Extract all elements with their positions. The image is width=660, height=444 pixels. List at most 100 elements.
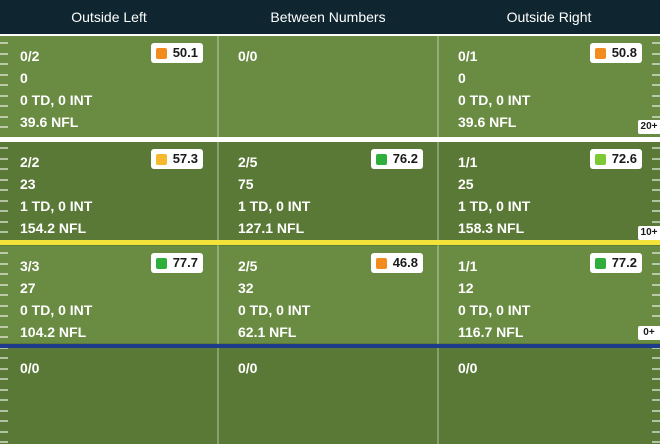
field-top-line	[0, 34, 660, 37]
yard-hash-mark	[652, 116, 660, 118]
column-header-bar: Outside Left Between Numbers Outside Rig…	[0, 0, 660, 34]
yard-hash-mark	[0, 42, 8, 44]
yard-hash-mark	[652, 368, 660, 370]
yard-hash-mark	[652, 210, 660, 212]
zone-band	[0, 348, 660, 444]
yard-hash-mark	[0, 252, 8, 254]
yard-hash-mark	[0, 189, 8, 191]
zone-band	[0, 142, 660, 243]
yard-hash-mark	[0, 326, 8, 328]
completions-text: 1/1	[458, 154, 478, 170]
zone-stat-cell[interactable]: 0/0	[218, 36, 438, 137]
yard-hash-mark	[652, 95, 660, 97]
grade-color-indicator	[594, 48, 606, 59]
yard-hash-mark	[652, 399, 660, 401]
yard-hash-mark	[0, 336, 8, 338]
line-of-scrimmage	[0, 344, 660, 348]
completions-text: 2/2	[20, 154, 40, 170]
grade-value: 57.3	[172, 151, 198, 166]
zone-stat-cell[interactable]: 0/0	[0, 348, 218, 444]
zone-stat-cell[interactable]: 0/0	[438, 348, 660, 444]
yard-hash-mark	[652, 63, 660, 65]
yards-text: 25	[458, 176, 474, 192]
zone-stat-cell[interactable]: 0/2 0 0 TD, 0 INT 39.6 NFL 50.1	[0, 36, 218, 137]
completions-text: 0/1	[458, 48, 478, 64]
column-header-outside-left: Outside Left	[71, 9, 147, 25]
first-down-line	[0, 240, 660, 245]
yard-hash-mark	[0, 210, 8, 212]
completions-text: 0/0	[238, 360, 258, 376]
completions-text: 0/0	[238, 48, 258, 64]
yards-text: 75	[238, 176, 254, 192]
zone-stat-cell[interactable]: 2/2 23 1 TD, 0 INT 154.2 NFL 57.3	[0, 142, 218, 243]
grade-value: 72.6	[611, 151, 637, 166]
touchdowns-interceptions-text: 1 TD, 0 INT	[238, 198, 311, 214]
yards-text: 23	[20, 176, 36, 192]
touchdowns-interceptions-text: 0 TD, 0 INT	[458, 92, 531, 108]
completions-text: 0/2	[20, 48, 40, 64]
grade-badge: 46.8	[370, 253, 423, 273]
zone-stat-cell[interactable]: 3/3 27 0 TD, 0 INT 104.2 NFL 77.7	[0, 246, 218, 343]
column-divider-line	[437, 34, 439, 444]
yard-hash-mark	[0, 441, 8, 443]
grade-badge: 50.8	[589, 43, 642, 63]
yard-hash-mark	[652, 168, 660, 170]
zone-stat-cell[interactable]: 1/1 12 0 TD, 0 INT 116.7 NFL 77.2	[438, 246, 660, 343]
yard-hash-mark	[652, 53, 660, 55]
passer-rating-text: 39.6 NFL	[458, 114, 517, 130]
grade-color-indicator	[155, 258, 167, 269]
yard-hash-mark	[0, 179, 8, 181]
touchdowns-interceptions-text: 0 TD, 0 INT	[20, 302, 93, 318]
yard-hash-mark	[0, 357, 8, 359]
touchdowns-interceptions-text: 1 TD, 0 INT	[20, 198, 93, 214]
football-field: 0/2 0 0 TD, 0 INT 39.6 NFL 50.1 0/0 0/1 0 0 TD, …	[0, 34, 660, 444]
grade-badge: 50.1	[150, 43, 203, 63]
grade-badge: 57.3	[150, 149, 203, 169]
yard-hash-mark	[0, 389, 8, 391]
zone-stat-cell[interactable]: 1/1 25 1 TD, 0 INT 158.3 NFL 72.6	[438, 142, 660, 243]
yard-hash-mark	[0, 126, 8, 128]
zone-stat-cell[interactable]: 2/5 75 1 TD, 0 INT 127.1 NFL 76.2	[218, 142, 438, 243]
passer-rating-text: 154.2 NFL	[20, 220, 87, 236]
zone-stat-cell[interactable]: 2/5 32 0 TD, 0 INT 62.1 NFL 46.8	[218, 246, 438, 343]
yard-hash-mark	[0, 168, 8, 170]
completions-text: 1/1	[458, 258, 478, 274]
yard-hash-mark	[0, 84, 8, 86]
grade-badge: 72.6	[589, 149, 642, 169]
yard-hash-mark	[0, 431, 8, 433]
yard-hash-mark	[0, 231, 8, 233]
touchdowns-interceptions-text: 0 TD, 0 INT	[458, 302, 531, 318]
yard-hash-mark	[0, 63, 8, 65]
yard-hash-mark	[0, 53, 8, 55]
yard-hash-mark	[0, 368, 8, 370]
yard-hash-mark	[0, 273, 8, 275]
yard-hash-mark	[652, 252, 660, 254]
passer-rating-text: 104.2 NFL	[20, 324, 87, 340]
passer-rating-text: 158.3 NFL	[458, 220, 525, 236]
passer-rating-text: 39.6 NFL	[20, 114, 79, 130]
zone-stat-cell[interactable]: 0/0	[218, 348, 438, 444]
yard-hash-mark	[652, 74, 660, 76]
grade-color-indicator	[594, 258, 606, 269]
grade-value: 77.7	[172, 255, 198, 270]
zone-stat-cell[interactable]: 0/1 0 0 TD, 0 INT 39.6 NFL 50.8	[438, 36, 660, 137]
column-divider-line	[217, 34, 219, 444]
yard-hash-mark	[0, 263, 8, 265]
yard-hash-mark	[652, 378, 660, 380]
yard-hash-mark	[652, 294, 660, 296]
yard-hash-mark	[0, 200, 8, 202]
passer-rating-text: 62.1 NFL	[238, 324, 297, 340]
passer-rating-text: 127.1 NFL	[238, 220, 305, 236]
grade-value: 76.2	[392, 151, 418, 166]
yard-hash-mark	[652, 305, 660, 307]
yard-zone-tag: 0+	[638, 326, 660, 340]
grade-badge: 76.2	[370, 149, 423, 169]
yard-hash-mark	[652, 284, 660, 286]
yard-hash-mark	[652, 410, 660, 412]
yard-hash-mark	[0, 347, 8, 349]
completions-text: 3/3	[20, 258, 40, 274]
yard-hash-mark	[652, 263, 660, 265]
yard-hash-mark	[0, 378, 8, 380]
yard-hash-mark	[652, 105, 660, 107]
yards-text: 32	[238, 280, 254, 296]
